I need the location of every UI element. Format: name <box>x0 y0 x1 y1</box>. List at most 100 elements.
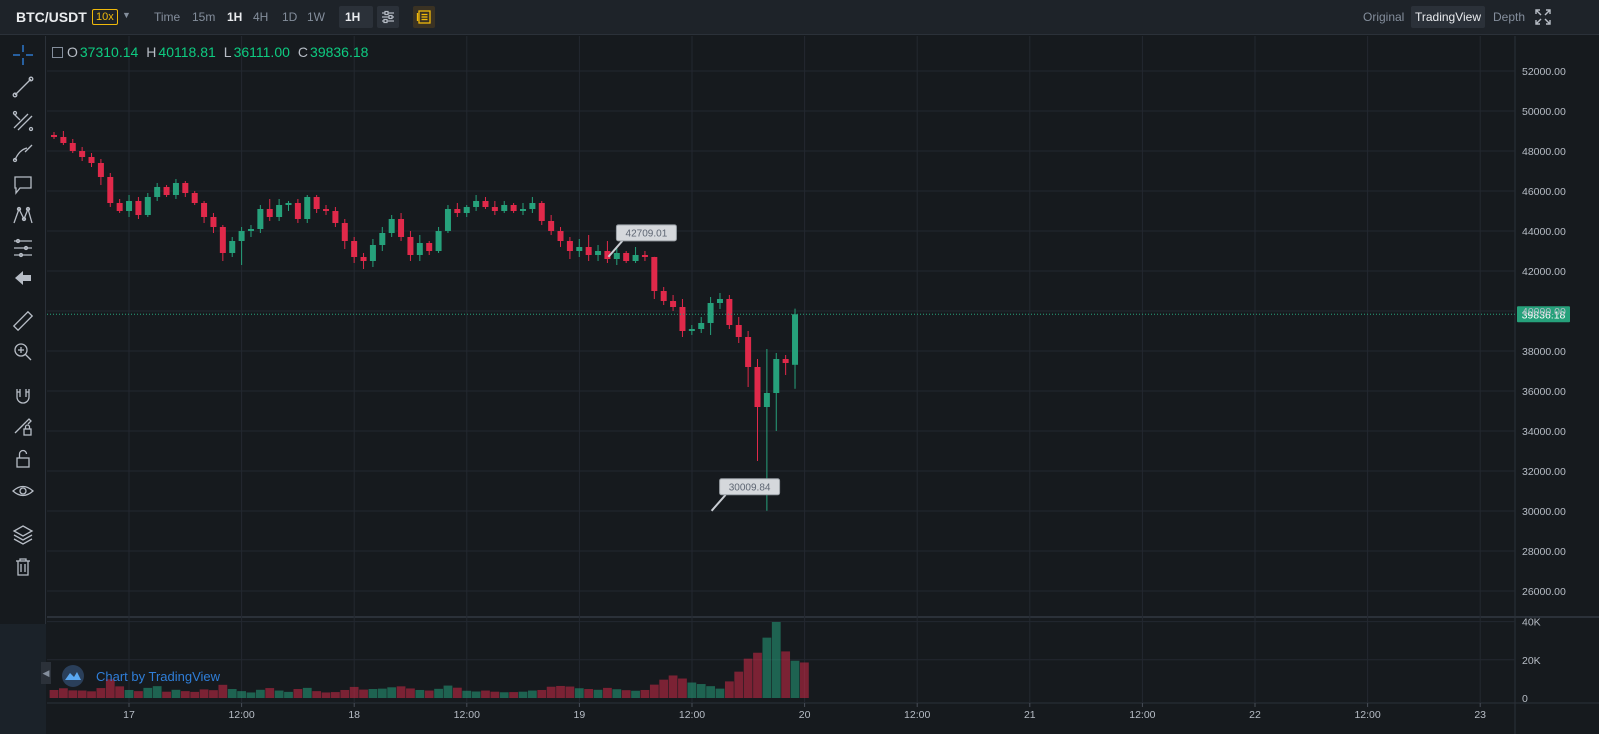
volume-bar <box>565 686 575 698</box>
volume-bar <box>631 690 640 698</box>
candle-body <box>285 203 292 205</box>
candle-body <box>623 253 630 261</box>
candle-body <box>745 337 752 367</box>
candle-body <box>482 201 489 207</box>
volume-bar <box>49 689 59 698</box>
volume-bar <box>743 658 753 698</box>
ruler-icon[interactable] <box>10 308 36 334</box>
timeframe-1w[interactable]: 1W <box>307 10 325 24</box>
candle-body <box>332 211 339 223</box>
candle-body <box>60 137 67 143</box>
leverage-badge[interactable]: 10x <box>92 9 118 25</box>
time-tick-label: 12:00 <box>228 709 254 721</box>
volume-bar <box>621 690 631 698</box>
magnet-icon[interactable] <box>10 383 36 409</box>
price-tick-label: 46000.00 <box>1522 186 1566 198</box>
candle-body <box>670 301 677 307</box>
pattern-icon[interactable] <box>10 203 36 229</box>
volume-bar <box>678 678 687 698</box>
trend-line-icon[interactable] <box>10 74 36 100</box>
timeframe-1h[interactable]: 1H <box>227 10 243 24</box>
indicators-button[interactable] <box>413 6 435 28</box>
candle-body <box>585 247 592 255</box>
pair-title[interactable]: BTC/USDT <box>16 9 87 25</box>
candlesticks <box>51 131 799 511</box>
price-tick-label: 32000.00 <box>1522 466 1566 478</box>
volume-bar <box>152 686 162 698</box>
tradingview-credit[interactable]: Chart by TradingView <box>58 664 228 688</box>
legend-collapse-icon[interactable] <box>52 47 63 58</box>
volume-bar <box>452 687 462 698</box>
volume-bar <box>462 690 472 698</box>
candle-body <box>613 253 620 259</box>
crosshair-icon[interactable] <box>10 42 36 68</box>
candle-body <box>210 217 217 227</box>
fib-tools-icon[interactable] <box>10 108 36 134</box>
view-depth[interactable]: Depth <box>1493 10 1526 24</box>
zoom-in-icon[interactable] <box>10 339 36 365</box>
forecast-icon[interactable] <box>10 235 36 261</box>
timeframe-1d[interactable]: 1D <box>282 10 298 24</box>
view-tradingview[interactable]: TradingView <box>1411 6 1485 28</box>
lock-drawing-icon[interactable] <box>10 414 36 440</box>
candle-body <box>323 209 330 211</box>
volume-tick-label: 0 <box>1522 693 1528 705</box>
volume-bar <box>162 691 171 698</box>
candle-body <box>163 187 170 195</box>
credit-text: Chart by TradingView <box>96 669 221 684</box>
collapse-toolbar-button[interactable]: ◀ <box>41 662 51 684</box>
volume-bar <box>302 687 312 698</box>
time-tick-label: 12:00 <box>1129 709 1155 721</box>
high-value: 40118.81 <box>158 44 216 60</box>
candle-body <box>754 367 761 407</box>
close-value: 39836.18 <box>310 44 369 60</box>
price-tick-label: 40000.00 <box>1522 306 1566 318</box>
candle-body <box>257 209 264 229</box>
eye-icon[interactable] <box>10 478 36 504</box>
candle-body <box>435 231 442 251</box>
annotation-icon[interactable] <box>10 172 36 198</box>
price-pane <box>47 36 1515 618</box>
trash-icon[interactable] <box>10 554 36 580</box>
timeframe-4h[interactable]: 4H <box>253 10 269 24</box>
candle-body <box>144 197 151 215</box>
candle-body <box>773 359 780 393</box>
candle-body <box>266 209 273 217</box>
volume-bar <box>312 691 322 698</box>
volume-bar <box>434 688 443 698</box>
volume-bar <box>753 652 762 698</box>
candle-body <box>341 223 348 241</box>
candle-body <box>716 299 723 303</box>
chart-settings-button[interactable] <box>377 6 399 28</box>
layers-icon[interactable] <box>10 522 36 548</box>
annotation-pointer <box>710 494 727 512</box>
candle-body <box>407 237 414 255</box>
arrow-left-icon[interactable] <box>10 265 36 291</box>
timeframe-time[interactable]: Time <box>154 10 181 24</box>
brush-icon[interactable] <box>10 140 36 166</box>
volume-bar <box>134 691 143 698</box>
candle-body <box>88 157 95 163</box>
chevron-down-icon[interactable]: ▼ <box>122 10 131 20</box>
candle-body <box>707 303 714 323</box>
time-tick-label: 12:00 <box>1354 709 1380 721</box>
fullscreen-icon[interactable] <box>1534 8 1552 26</box>
candle-body <box>595 251 602 255</box>
candle-body <box>369 245 376 261</box>
time-tick-label: 17 <box>123 709 135 721</box>
timeframe-15m[interactable]: 15m <box>192 10 216 24</box>
annotation-label: 42709.01 <box>626 228 668 239</box>
volume-bar <box>377 688 387 698</box>
time-tick-label: 23 <box>1474 709 1486 721</box>
candle-body <box>529 203 536 209</box>
volume-bar <box>321 692 331 698</box>
view-original[interactable]: Original <box>1363 10 1405 24</box>
time-tick-label: 21 <box>1024 709 1036 721</box>
volume-bar <box>331 692 340 698</box>
unlock-icon[interactable] <box>10 446 36 472</box>
candle-body <box>491 207 498 211</box>
candle-body <box>501 205 508 211</box>
toolbar-footer <box>0 624 46 734</box>
chart-axes: 52000.00 50000.00 48000.00 46000.00 44000.00… <box>123 66 1566 721</box>
